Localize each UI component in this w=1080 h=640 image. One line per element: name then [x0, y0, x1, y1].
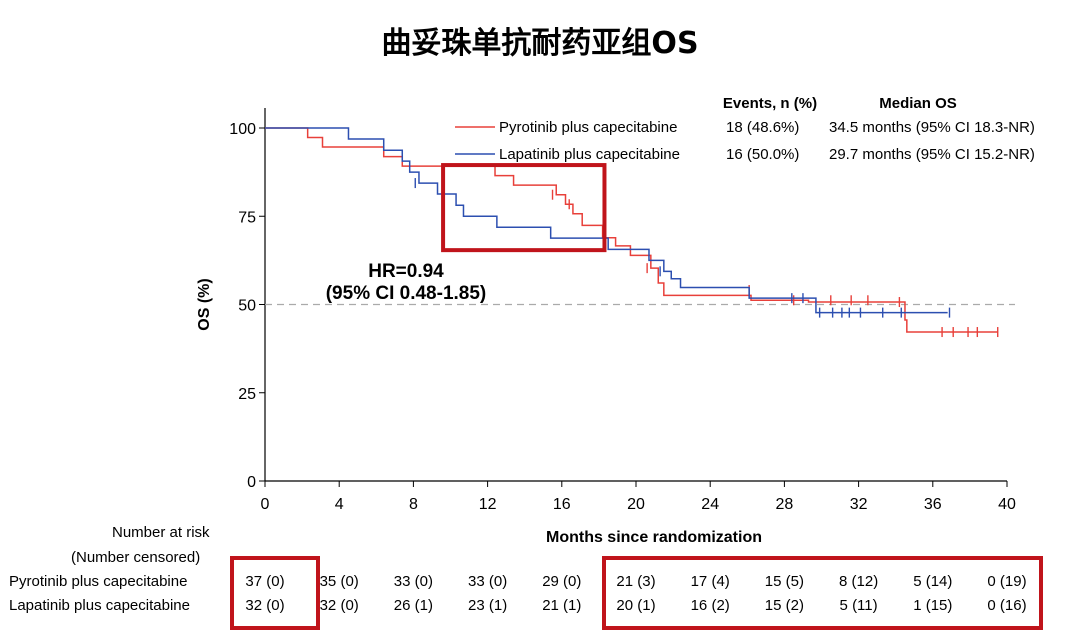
series-line-pyrotinib — [265, 127, 998, 333]
legend-series-events: 16 (50.0%) — [726, 146, 799, 163]
x-tick-label: 8 — [409, 496, 418, 513]
legend-series-name: Lapatinib plus capecitabine — [499, 146, 680, 163]
risk-header-2: (Number censored) — [71, 549, 201, 566]
highlight-box-risk-start — [230, 556, 320, 630]
y-tick-label: 50 — [238, 298, 256, 315]
risk-cell: 5 (14) — [913, 573, 953, 590]
y-tick-label: 0 — [247, 474, 256, 491]
risk-cell: 20 (1) — [616, 597, 656, 614]
y-tick-label: 100 — [229, 121, 256, 138]
x-tick-label: 24 — [701, 496, 719, 513]
x-tick-label: 0 — [261, 496, 270, 513]
y-tick-label: 75 — [238, 209, 256, 226]
risk-cell: 21 (1) — [542, 597, 582, 614]
risk-cell: 17 (4) — [690, 573, 730, 590]
risk-row-label-pyrotinib: Pyrotinib plus capecitabine — [9, 573, 188, 590]
risk-cell: 16 (2) — [690, 597, 730, 614]
annotations: HR=0.94(95% CI 0.48-1.85) — [230, 163, 1043, 630]
legend-series-events: 18 (48.6%) — [726, 119, 799, 136]
risk-cell: 0 (19) — [987, 573, 1027, 590]
risk-cell: 15 (2) — [764, 597, 804, 614]
y-axis-label: OS (%) — [196, 278, 213, 330]
risk-cell: 21 (3) — [616, 573, 656, 590]
x-tick-label: 20 — [627, 496, 645, 513]
risk-cell: 5 (11) — [839, 597, 878, 614]
risk-cell: 37 (0) — [245, 573, 285, 590]
x-axis-label: Months since randomization — [546, 529, 762, 546]
risk-cell: 32 (0) — [245, 597, 285, 614]
y-tick-label: 25 — [238, 386, 256, 403]
risk-cell: 23 (1) — [468, 597, 508, 614]
x-tick-label: 40 — [998, 496, 1016, 513]
risk-cell: 35 (0) — [319, 573, 359, 590]
risk-cell: 1 (15) — [913, 597, 953, 614]
x-tick-label: 32 — [850, 496, 868, 513]
x-tick-label: 28 — [776, 496, 794, 513]
risk-cell: 26 (1) — [393, 597, 433, 614]
risk-cell: 32 (0) — [319, 597, 359, 614]
hr-value: HR=0.94 — [368, 261, 444, 282]
x-tick-label: 16 — [553, 496, 571, 513]
x-tick-label: 12 — [479, 496, 497, 513]
x-tick-label: 36 — [924, 496, 942, 513]
series-line-lapatinib — [265, 127, 948, 314]
risk-cell: 33 (0) — [468, 573, 508, 590]
risk-cell: 8 (12) — [839, 573, 879, 590]
risk-header-1: Number at risk — [112, 524, 210, 541]
risk-cell: 33 (0) — [393, 573, 433, 590]
legend: Events, n (%) Median OS Pyrotinib plus cap… — [455, 95, 1035, 163]
risk-cell: 29 (0) — [542, 573, 582, 590]
highlight-box-curves — [441, 163, 607, 253]
risk-cell: 0 (16) — [987, 597, 1027, 614]
highlight-box-risk-late — [602, 556, 1043, 630]
legend-series-median: 34.5 months (95% CI 18.3-NR) — [829, 119, 1035, 136]
hr-ci: (95% CI 0.48-1.85) — [326, 283, 487, 304]
risk-cell: 15 (5) — [764, 573, 804, 590]
axes: 0 4 8 12 16 20 24 28 32 36 40 0 25 50 75 100 Months sinc… — [196, 108, 1016, 546]
legend-header-events: Events, n (%) — [723, 95, 817, 112]
legend-series-median: 29.7 months (95% CI 15.2-NR) — [829, 146, 1035, 163]
legend-series-name: Pyrotinib plus capecitabine — [499, 119, 677, 136]
risk-row-label-lapatinib: Lapatinib plus capecitabine — [9, 597, 190, 614]
legend-header-median: Median OS — [879, 95, 957, 112]
x-tick-label: 4 — [335, 496, 344, 513]
chart-title: 曲妥珠单抗耐药亚组OS — [381, 26, 699, 61]
